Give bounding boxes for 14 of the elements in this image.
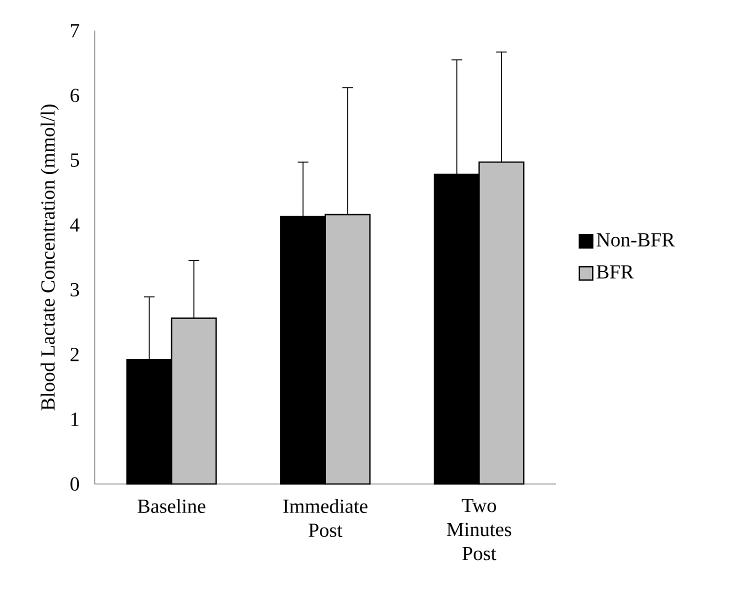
legend-label: BFR xyxy=(596,265,634,278)
y-tick-label: 1 xyxy=(71,412,79,426)
x-tick-label: Two Minutes Post xyxy=(446,498,512,560)
y-tick-label: 4 xyxy=(70,218,80,232)
y-tick-label: 6 xyxy=(70,88,80,102)
x-tick-label: Baseline xyxy=(138,498,206,513)
x-tick-label: Immediate Post xyxy=(283,498,368,537)
y-tick-label: 3 xyxy=(70,283,79,296)
y-axis-title: Blood Lactate Concentration (mmol/l) xyxy=(40,104,59,410)
y-tick-label: 0 xyxy=(70,477,79,491)
y-tick-label: 5 xyxy=(70,154,79,167)
legend-label: Non-BFR xyxy=(596,233,675,247)
y-tick-label: 2 xyxy=(70,348,79,362)
y-tick-label: 7 xyxy=(71,24,80,38)
